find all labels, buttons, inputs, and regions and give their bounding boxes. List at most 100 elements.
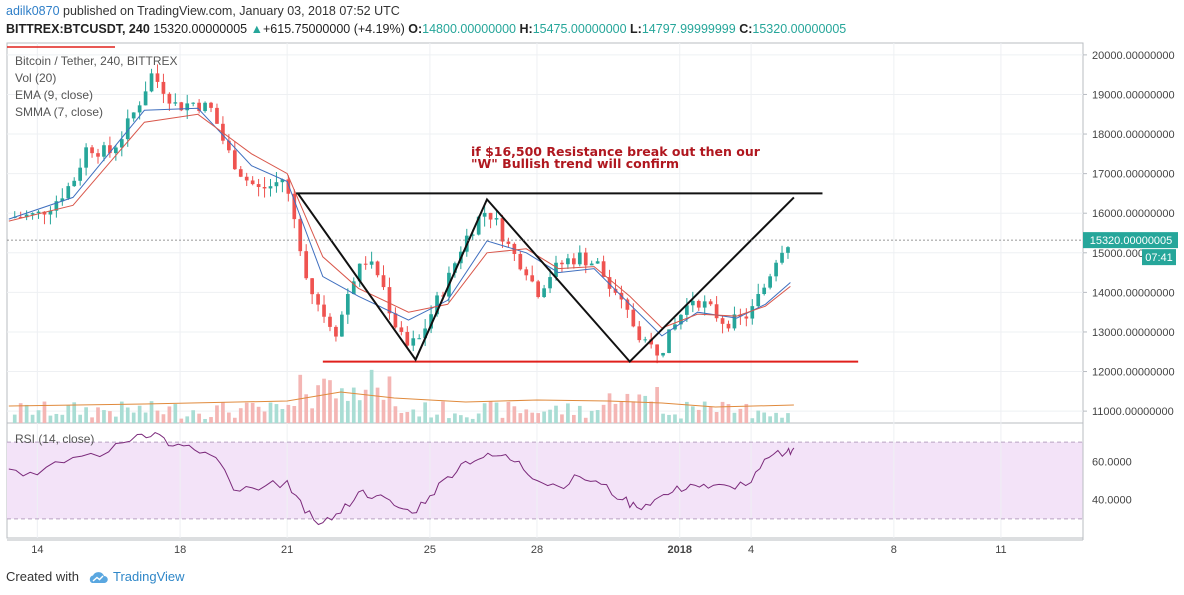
annotation-line-1: if $16,500 Resistance break out then our [471, 144, 760, 159]
volume-bar [155, 410, 160, 423]
candle-body [227, 140, 231, 151]
volume-bar [274, 404, 279, 423]
volume-bar [345, 400, 350, 423]
time-tick-label: 2018 [667, 544, 691, 556]
volume-bar [768, 416, 772, 423]
candle-body [322, 304, 326, 317]
footer: Created with TradingView [6, 569, 185, 585]
smma-line [8, 113, 791, 329]
legend-rsi[interactable]: RSI (14, close) [15, 432, 95, 446]
candle-body [286, 179, 291, 194]
candle-body [345, 294, 350, 315]
candle-body [36, 211, 41, 214]
candle-body [756, 293, 761, 307]
volume-bar [244, 402, 249, 423]
candle-body [42, 211, 47, 215]
candle-body [119, 139, 124, 148]
tradingview-logo-icon [89, 571, 108, 583]
candle-body [542, 288, 546, 298]
candle-body [566, 258, 570, 265]
volume-bar [102, 410, 106, 423]
volume-bar [310, 408, 314, 423]
legend-smma[interactable]: SMMA (7, close) [15, 105, 104, 119]
candle-body [720, 318, 725, 324]
volume-bar [221, 402, 225, 423]
author-link[interactable]: adilk0870 [6, 4, 60, 18]
rsi-tick-label: 60.0000 [1092, 456, 1132, 468]
volume-bar [476, 413, 481, 423]
volume-bar [203, 418, 207, 423]
volume-bar [696, 409, 701, 423]
volume-bar [453, 413, 457, 423]
volume-bar [756, 410, 761, 423]
rsi-pane [7, 432, 1083, 526]
volume-bar [90, 417, 94, 423]
candle-body [238, 169, 243, 177]
chart-header: adilk0870 published on TradingView.com, … [0, 0, 1184, 40]
volume-bar [667, 414, 671, 423]
volume-bar [673, 414, 677, 423]
candle-body [601, 261, 606, 278]
candle-body [125, 118, 130, 140]
volume-bar [482, 403, 487, 423]
drawings[interactable] [7, 192, 1083, 364]
volume-bar [601, 404, 606, 423]
volume-bar [679, 418, 683, 423]
volume-bar [589, 410, 594, 423]
legend-volume[interactable]: Vol (20) [15, 71, 57, 85]
candle-body [679, 314, 683, 325]
volume-bar [500, 417, 505, 423]
legend-title: Bitcoin / Tether, 240, BITTREX [15, 54, 178, 68]
candle-body [375, 261, 380, 276]
candle-body [572, 258, 576, 265]
up-arrow-icon: ▲ [250, 22, 263, 36]
candle-body [54, 201, 59, 211]
volume-bar [429, 417, 433, 423]
volume-bar [649, 401, 654, 423]
candle-body [726, 323, 731, 329]
legend-ema[interactable]: EMA (9, close) [15, 88, 94, 102]
price-tick-label: 18000.00000000 [1092, 129, 1175, 141]
tradingview-link[interactable]: TradingView [112, 569, 185, 584]
volume-bar [54, 413, 59, 423]
price-chart[interactable]: 11000.00000000 12000.00000000 13000.000000… [0, 0, 1184, 565]
volume-bar [119, 401, 124, 423]
candle-body [476, 216, 481, 235]
candle-body [351, 281, 356, 295]
annotation-text[interactable]: if $16,500 Resistance break out then our… [471, 144, 760, 170]
volume-bar [375, 387, 380, 423]
candle-body [625, 299, 630, 310]
volume-bar [66, 405, 71, 423]
candle-body [274, 182, 279, 187]
w-pattern-line [297, 192, 795, 364]
created-with-text: Created with [6, 569, 79, 584]
volume-bar [464, 417, 469, 423]
candle-body [310, 278, 314, 295]
time-tick-label: 8 [891, 544, 897, 556]
indicator-lines [8, 107, 791, 337]
volume-bar [351, 387, 356, 423]
price-tick-label: 20000.00000000 [1092, 50, 1175, 62]
candle-body [185, 103, 190, 111]
volume-bar [328, 380, 332, 423]
candle-body [536, 281, 541, 298]
candle-body [643, 339, 648, 341]
candle-body [304, 251, 309, 279]
last-price-badge-text: 15320.00000005 [1090, 235, 1173, 247]
volume-bar [631, 401, 636, 423]
candle-body [780, 252, 784, 263]
volume-bar [316, 385, 320, 423]
time-tick-label: 25 [424, 544, 436, 556]
volume-bar [292, 406, 297, 423]
volume-bar [411, 409, 416, 423]
candle-body [203, 102, 207, 112]
volume-bar [625, 393, 630, 423]
volume-bar [12, 414, 17, 423]
volume-bar [417, 416, 422, 423]
volume-bar [209, 417, 213, 423]
candle-body [215, 107, 219, 124]
candle-body [405, 331, 410, 346]
candle-body [197, 102, 201, 112]
volume-bar [60, 414, 65, 423]
volume-bar [506, 401, 511, 423]
